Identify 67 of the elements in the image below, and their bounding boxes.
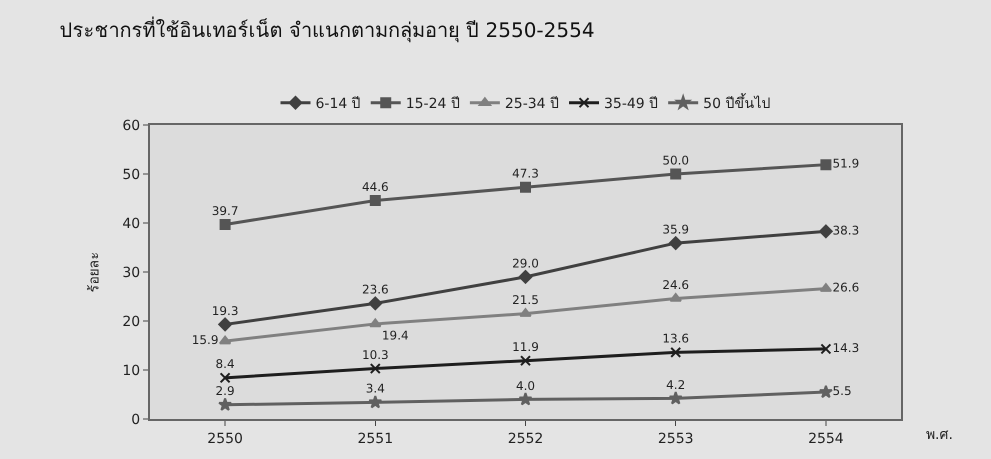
data-label: 8.4 <box>216 357 235 372</box>
point <box>668 236 683 250</box>
point <box>518 392 532 406</box>
data-label: 51.9 <box>832 156 860 171</box>
data-label: 4.0 <box>516 378 536 393</box>
data-label: 29.0 <box>512 256 539 270</box>
x-tick-label: 2554 <box>808 430 844 447</box>
y-tick-label: 50 <box>122 166 140 183</box>
legend-label: 15-24 ปี <box>406 96 460 112</box>
point <box>368 395 382 408</box>
data-label: 23.6 <box>362 282 389 297</box>
data-label: 11.9 <box>512 340 539 354</box>
point <box>819 224 833 238</box>
point <box>368 296 382 310</box>
data-label: 5.5 <box>832 384 852 398</box>
point <box>369 318 382 328</box>
x-tick-label: 2553 <box>658 430 694 447</box>
data-label: 39.7 <box>212 204 238 218</box>
legend-label: 50 ปีขึ้นไป <box>703 93 770 112</box>
y-tick-label: 40 <box>122 216 140 232</box>
y-tick-label: 60 <box>122 118 140 134</box>
data-label: 13.6 <box>662 332 690 346</box>
data-label: 26.6 <box>832 280 860 295</box>
y-tick-label: 0 <box>131 412 140 428</box>
data-label: 44.6 <box>362 180 389 194</box>
point <box>518 270 532 284</box>
data-label: 47.3 <box>512 166 539 181</box>
data-label: 3.4 <box>366 382 385 396</box>
data-label: 4.2 <box>666 378 686 392</box>
chart-title: ประชากรที่ใช้อินเทอร์เน็ต จำแนกตามกลุ่มอายุ ปี 2550-2554 <box>59 16 595 43</box>
data-label: 19.3 <box>212 304 238 318</box>
point <box>370 194 381 206</box>
x-tick-label: 2550 <box>207 430 243 447</box>
point <box>520 182 531 193</box>
legend-label: 6-14 ปี <box>316 96 361 112</box>
point <box>820 159 832 170</box>
point <box>218 397 232 411</box>
point <box>670 346 682 358</box>
point <box>670 168 682 180</box>
data-label: 50.0 <box>662 153 690 168</box>
data-label: 21.5 <box>512 293 539 308</box>
data-label: 38.3 <box>832 223 860 238</box>
x-tick-label: 2552 <box>508 430 544 447</box>
point <box>520 355 531 366</box>
data-label: 24.6 <box>662 278 690 292</box>
x-tick-label: 2551 <box>357 430 394 447</box>
data-label: 19.4 <box>382 328 409 343</box>
point <box>668 391 683 405</box>
data-label: 2.9 <box>216 384 235 398</box>
legend-label: 25-34 ปี <box>504 96 560 112</box>
point <box>218 318 232 332</box>
y-tick-label: 10 <box>122 362 140 379</box>
y-tick-label: 30 <box>122 264 140 281</box>
point <box>220 218 231 230</box>
point <box>818 384 833 398</box>
point <box>220 372 231 384</box>
point <box>670 292 682 302</box>
point <box>820 343 832 354</box>
point <box>370 363 381 374</box>
x-axis-title: พ.ศ. <box>926 427 953 443</box>
y-axis-title: ร้อยละ <box>86 252 102 292</box>
data-label: 15.9 <box>192 333 218 348</box>
y-tick-label: 20 <box>122 314 140 330</box>
data-label: 35.9 <box>662 222 690 236</box>
legend-label: 35-49 ปี <box>604 96 658 112</box>
data-label: 10.3 <box>362 348 389 362</box>
data-label: 14.3 <box>832 340 860 355</box>
